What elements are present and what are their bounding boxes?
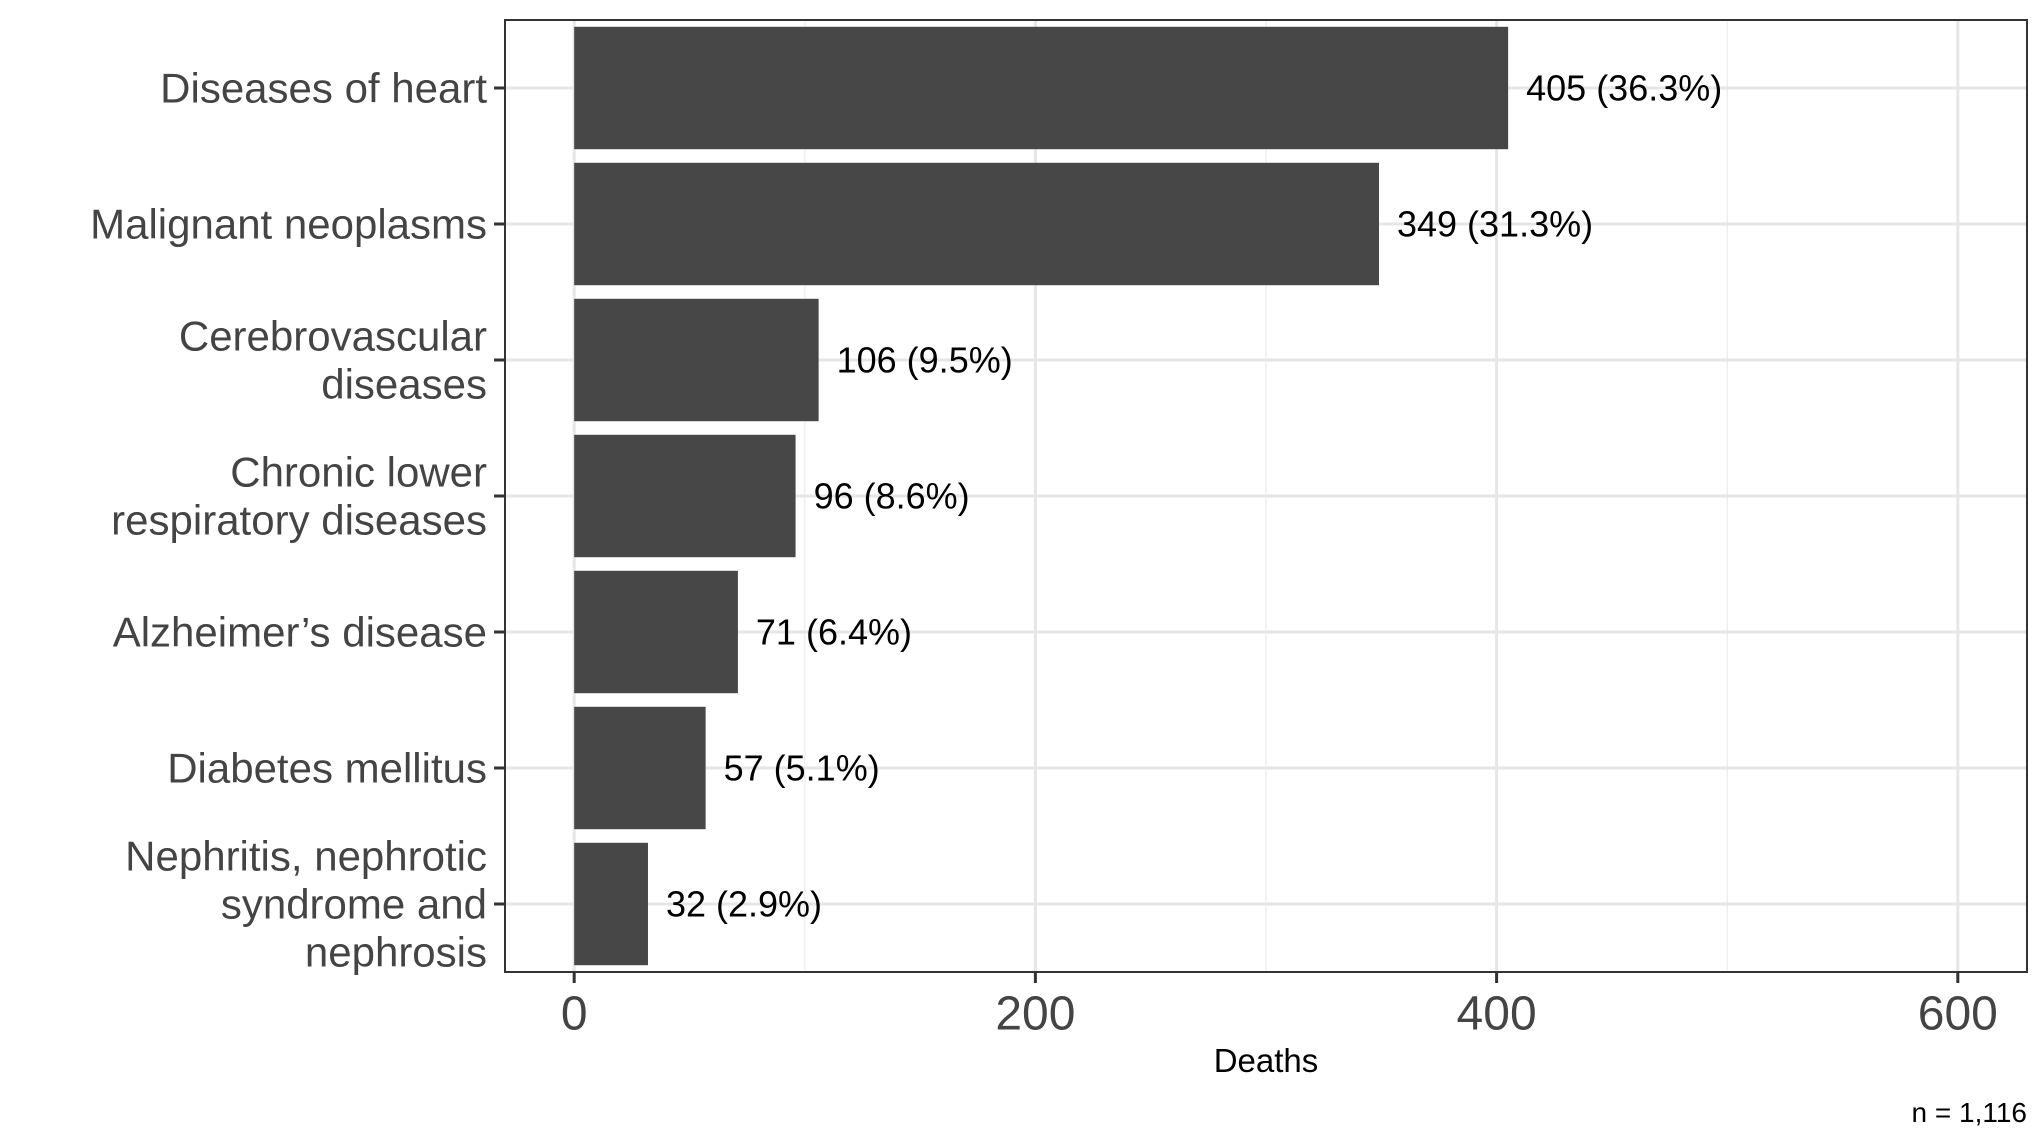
data-label: 57 (5.1%) bbox=[724, 748, 880, 789]
x-tick-label: 0 bbox=[561, 988, 588, 1041]
y-tick-label: Diseases of heart bbox=[160, 65, 487, 112]
x-axis-title: Deaths bbox=[1214, 1042, 1319, 1079]
y-tick-label: Diabetes mellitus bbox=[167, 745, 487, 792]
data-label: 405 (36.3%) bbox=[1526, 68, 1722, 109]
y-tick-label: Alzheimer’s disease bbox=[113, 609, 487, 656]
data-label: 71 (6.4%) bbox=[756, 612, 912, 653]
x-tick-label: 600 bbox=[1918, 988, 1998, 1041]
y-tick-label: Chronic lower respiratory diseases bbox=[111, 449, 487, 544]
bar bbox=[574, 434, 796, 558]
x-tick-label: 200 bbox=[995, 988, 1075, 1041]
bar bbox=[574, 162, 1379, 286]
data-label: 32 (2.9%) bbox=[666, 884, 822, 925]
data-label: 106 (9.5%) bbox=[837, 340, 1013, 381]
y-tick-label: Nephritis, nephrotic syndrome and nephrosi… bbox=[125, 833, 487, 976]
bars bbox=[574, 26, 1509, 966]
data-label: 349 (31.3%) bbox=[1397, 204, 1593, 245]
x-axis: 0 200 400 600 bbox=[561, 972, 1998, 1041]
y-tick-label: Cerebrovascular diseases bbox=[179, 313, 487, 408]
y-tick-label: Malignant neoplasms bbox=[90, 201, 487, 248]
data-labels: 405 (36.3%) 349 (31.3%) 106 (9.5%) 96 (8.6%… bbox=[666, 68, 1722, 925]
caption: n = 1,116 bbox=[1912, 1097, 2027, 1128]
y-axis: Diseases of heart Malignant neoplasms Cere… bbox=[90, 65, 505, 976]
data-label: 96 (8.6%) bbox=[814, 476, 970, 517]
bar bbox=[574, 570, 738, 694]
x-tick-label: 400 bbox=[1457, 988, 1537, 1041]
bar bbox=[574, 298, 819, 422]
bar bbox=[574, 26, 1509, 150]
bar bbox=[574, 706, 706, 830]
bar bbox=[574, 842, 648, 966]
